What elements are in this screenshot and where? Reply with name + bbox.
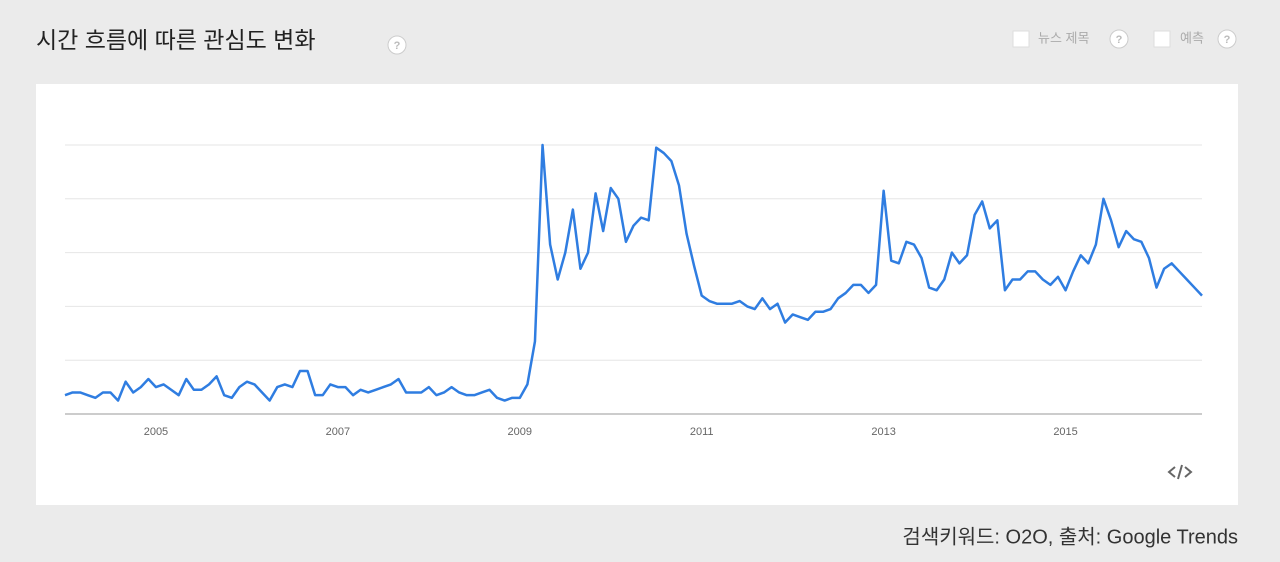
x-tick-label: 2013 — [871, 426, 895, 438]
trend-line — [64, 143, 1203, 402]
help-icon[interactable]: ? — [1116, 34, 1123, 46]
embed-button[interactable] — [1167, 464, 1193, 480]
x-tick-label: 2015 — [1053, 426, 1077, 438]
option-label[interactable]: 뉴스 제목 — [1038, 30, 1089, 45]
help-icon[interactable]: ? — [394, 40, 401, 52]
x-tick-label: 2005 — [144, 426, 168, 438]
section-title: 시간 흐름에 따른 관심도 변화 — [36, 27, 315, 53]
checkbox[interactable] — [1012, 30, 1030, 48]
help-button[interactable]: ? — [387, 35, 407, 55]
help-button[interactable]: ? — [1217, 29, 1237, 49]
x-tick-label: 2007 — [326, 426, 350, 438]
caption: 검색키워드: O2O, 출처: Google Trends — [902, 525, 1238, 548]
x-tick-label: 2009 — [508, 426, 532, 438]
x-tick-label: 2011 — [690, 426, 714, 438]
chart-panel — [36, 84, 1238, 505]
checkbox[interactable] — [1153, 30, 1171, 48]
help-icon[interactable]: ? — [1224, 34, 1231, 46]
plot: 2005 2007 2009 2011 2013 2015 — [64, 143, 1203, 438]
help-button[interactable]: ? — [1109, 29, 1129, 49]
option-label[interactable]: 예측 — [1180, 30, 1204, 45]
